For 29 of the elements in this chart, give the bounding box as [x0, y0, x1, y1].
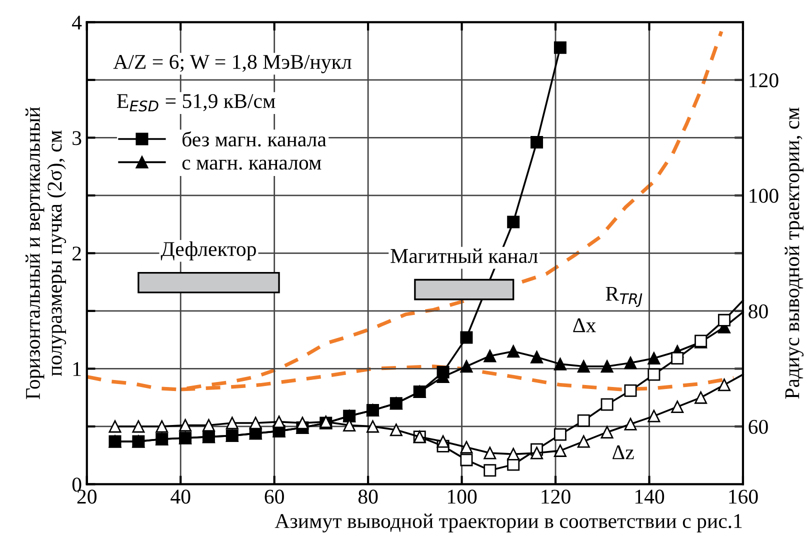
band-label: Магитный канал: [390, 248, 538, 264]
y2-tick-label: 80: [748, 304, 768, 318]
x-tick-label: 20: [77, 490, 97, 504]
annotation: A/Z = 6; W = 1,8 МэВ/нукл: [113, 54, 352, 74]
y-axis-title: Горизонтальный и вертикальный полуразмеры пучка (2σ), см: [26, 107, 66, 400]
x-tick-label: 40: [170, 490, 190, 504]
annotation: Δz: [612, 445, 634, 460]
y-tick-label: 3: [72, 131, 82, 146]
x-axis-title: Азимут выводной траектории в соответствии с рис.1: [274, 514, 742, 532]
x-tick-label: 60: [264, 490, 284, 504]
y-tick-label: 4: [72, 16, 82, 30]
band-label: Дефлектор: [160, 241, 256, 260]
annotation: R$_{TRJ}$: [606, 286, 642, 307]
x-tick-label: 140: [635, 490, 664, 504]
y-tick-label: 0: [72, 478, 82, 492]
x-tick-label: 100: [448, 490, 477, 504]
y2-tick-label: 100: [750, 188, 778, 203]
x-tick-label: 160: [729, 490, 758, 504]
y-tick-label: 1: [73, 362, 81, 376]
legend-label: с магн. каналом: [182, 160, 322, 170]
y2-tick-label: 120: [750, 73, 778, 88]
y2-axis-title: Радиус выводной траектории, см: [784, 108, 804, 399]
y-tick-label: 2: [72, 246, 81, 260]
annotation: Δx: [573, 318, 596, 332]
legend-label: без магн. канала: [182, 131, 326, 147]
x-tick-label: 80: [358, 490, 378, 504]
y2-tick-label: 60: [748, 420, 768, 434]
annotation: E$_{ESD}$ = 51,9 кВ/см: [117, 94, 276, 112]
x-tick-label: 120: [542, 490, 570, 504]
